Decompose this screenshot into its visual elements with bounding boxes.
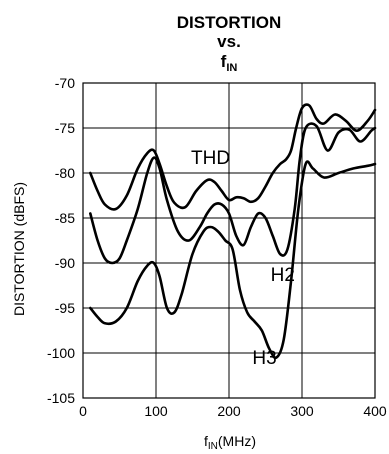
annotation-thd: THD — [191, 148, 230, 169]
chart-title-sym-main: f — [221, 52, 227, 71]
y-axis-label: DISTORTION (dBFS) — [11, 182, 27, 316]
chart-title-sym-sub: IN — [226, 62, 237, 74]
x-tick-label: 200 — [217, 403, 241, 419]
chart-title-line-1: DISTORTION — [177, 13, 282, 32]
x-tick-labels: 0 100 200 300 400 — [79, 403, 387, 419]
y-tick-label: -90 — [55, 255, 75, 271]
x-axis-label: fIN(MHz) — [204, 433, 256, 452]
y-tick-label: -75 — [55, 120, 75, 136]
x-tick-label: 0 — [79, 403, 87, 419]
x-tick-label: 300 — [290, 403, 314, 419]
annotation-h3: H3 — [252, 348, 276, 369]
y-tick-label: -80 — [55, 165, 75, 181]
series-line-h3 — [89, 160, 377, 359]
x-tick-label: 100 — [144, 403, 168, 419]
y-tick-label: -105 — [47, 390, 75, 406]
series-group — [89, 103, 377, 359]
x-axis-label-main: f — [204, 433, 208, 449]
series-line-h2 — [89, 122, 377, 265]
x-tick-label: 400 — [363, 403, 387, 419]
y-tick-label: -95 — [55, 300, 75, 316]
grid — [82, 82, 376, 399]
y-tick-label: -85 — [55, 210, 75, 226]
y-tick-label: -100 — [47, 345, 75, 361]
annotation-h2: H2 — [271, 265, 295, 286]
y-tick-labels: -70 -75 -80 -85 -90 -95 -100 -105 — [47, 75, 75, 406]
x-axis-label-sub: IN — [208, 441, 218, 452]
annotations: THD H2 H3 — [191, 148, 295, 369]
series-line-thd — [89, 103, 377, 211]
y-tick-label: -70 — [55, 75, 75, 91]
x-axis-label-unit: (MHz) — [218, 433, 256, 449]
chart-title-line-3: fIN — [221, 52, 238, 74]
chart-title-line-2: vs. — [217, 32, 241, 51]
